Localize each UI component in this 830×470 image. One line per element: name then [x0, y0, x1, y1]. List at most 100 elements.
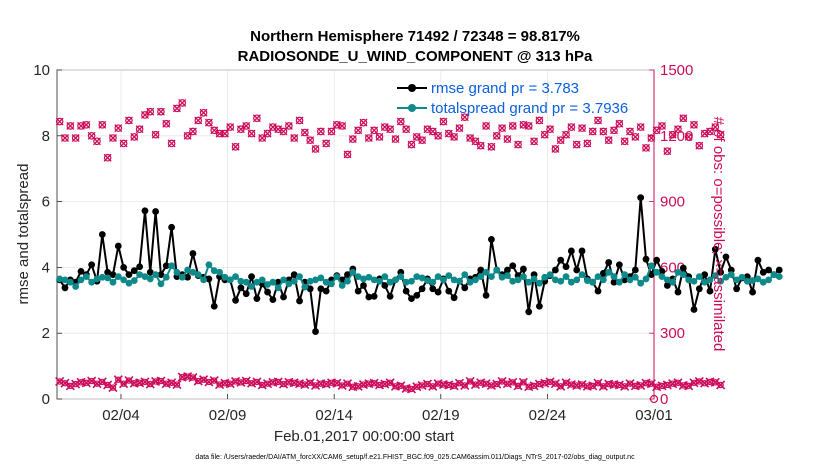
obs-possible-point	[247, 129, 256, 138]
rmse-point	[482, 291, 490, 299]
obs-possible-point	[460, 113, 469, 121]
plot-area	[56, 69, 655, 400]
totalspread-point	[162, 273, 170, 281]
totalspread-point	[695, 273, 703, 281]
rmse-point	[205, 275, 213, 283]
rmse-point	[232, 296, 239, 304]
obs-possible-point	[610, 126, 618, 135]
rmse-point	[557, 256, 565, 264]
obs-possible-cross	[338, 121, 347, 130]
obs-possible-point	[103, 153, 112, 162]
obs-possible-cross	[588, 127, 597, 136]
y-right-tick-label: 1500	[660, 62, 693, 79]
rmse-point	[429, 285, 437, 293]
rmse-point	[109, 271, 117, 279]
rmse-point	[520, 265, 527, 273]
obs-possible-cross	[162, 119, 171, 128]
obs-possible-cross	[530, 137, 539, 146]
obs-possible-point	[119, 139, 128, 148]
rmse-point	[567, 247, 575, 255]
obs-possible-cross	[610, 126, 618, 135]
rmse-point	[280, 293, 287, 301]
rmse-point	[504, 266, 511, 274]
obs-possible-point	[711, 123, 720, 131]
totalspread-point	[88, 278, 96, 286]
obs-possible-cross	[295, 116, 304, 125]
legend-label-rmse: rmse grand pr = 3.783	[431, 80, 579, 97]
obs-possible-cross	[599, 127, 608, 136]
rmse-point	[711, 245, 719, 253]
obs-possible-cross	[460, 113, 469, 122]
obs-possible-point	[636, 123, 645, 131]
totalspread-point	[669, 278, 677, 286]
obs-possible-point	[588, 127, 597, 136]
obs-possible-cross	[508, 121, 517, 130]
obs-possible-cross	[620, 137, 629, 146]
rmse-point	[344, 271, 351, 279]
obs-possible-point	[61, 134, 69, 142]
obs-possible-point	[642, 144, 650, 152]
obs-possible-point	[615, 119, 624, 128]
obs-possible-cross	[418, 136, 427, 145]
totalspread-point	[77, 276, 85, 284]
rmse-point	[184, 273, 191, 281]
obs-assimilated-point	[211, 377, 218, 384]
y-axis-ticks: 0 2 4 6 8 10	[33, 62, 62, 408]
rmse-point	[695, 285, 703, 293]
obs-possible-cross	[156, 107, 165, 116]
obs-possible-cross	[658, 121, 666, 130]
obs-possible-point	[428, 127, 437, 136]
totalspread-point	[754, 275, 762, 283]
totalspread-point	[642, 275, 650, 283]
obs-possible-point	[444, 129, 453, 138]
rmse-point	[749, 288, 757, 296]
y-tick-label: 4	[42, 259, 50, 276]
obs-possible-point	[354, 126, 362, 135]
obs-possible-cross	[535, 116, 544, 125]
rmse-point	[690, 306, 698, 313]
obs-possible-cross	[300, 128, 309, 137]
obs-possible-cross	[492, 131, 501, 140]
totalspread-point	[482, 268, 490, 276]
obs-possible-point	[87, 132, 96, 140]
rmse-point	[765, 266, 773, 274]
obs-possible-point	[205, 118, 213, 127]
totalspread-point	[328, 280, 335, 288]
totalspread-point	[264, 281, 271, 288]
totalspread-point	[541, 273, 549, 281]
series-obs_assimilated	[55, 372, 726, 394]
rmse-point	[354, 287, 362, 295]
totalspread-point	[429, 278, 437, 286]
x-axis-ticks: 02/04 02/09 02/14 02/19 02/24 03/01	[102, 394, 673, 424]
totalspread-point	[578, 271, 586, 279]
legend-marker-totalspread	[408, 104, 416, 112]
totalspread-point	[232, 273, 239, 281]
totalspread-point	[130, 277, 138, 284]
rmse-point	[413, 291, 421, 299]
series-obs_possible	[55, 98, 725, 162]
obs-possible-cross	[290, 134, 299, 142]
totalspread-point	[765, 276, 773, 284]
rmse-point	[264, 288, 271, 296]
obs-possible-cross	[263, 129, 272, 138]
obs-possible-point	[189, 127, 197, 136]
rmse-point	[445, 287, 453, 295]
totalspread-point	[66, 278, 74, 286]
obs-possible-cross	[524, 121, 533, 130]
obs-possible-point	[594, 116, 602, 125]
obs-possible-point	[487, 142, 496, 151]
rmse-point	[408, 295, 415, 303]
totalspread-point	[434, 273, 442, 281]
rmse-point	[477, 266, 485, 274]
x-tick-label: 02/14	[315, 407, 353, 424]
obs-end-point	[649, 394, 659, 404]
totalspread-point	[658, 273, 666, 281]
totalspread-point	[349, 268, 357, 276]
totalspread-point	[296, 273, 303, 281]
obs-possible-point	[668, 130, 677, 139]
totalspread-point	[317, 274, 325, 282]
obs-possible-point	[439, 117, 448, 126]
obs-possible-cross	[135, 125, 144, 134]
obs-possible-point	[263, 129, 272, 138]
